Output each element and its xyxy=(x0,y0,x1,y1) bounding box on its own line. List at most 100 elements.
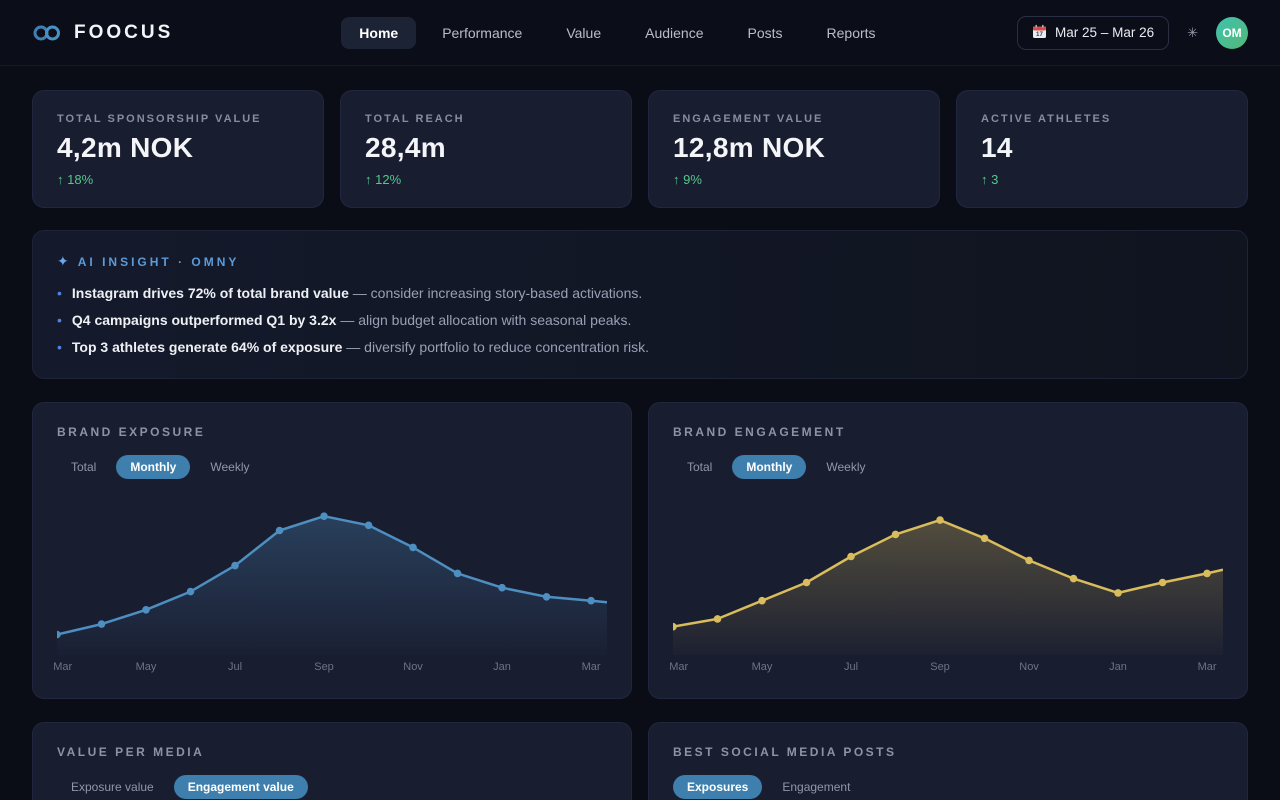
infinity-icon xyxy=(32,23,62,43)
data-point[interactable] xyxy=(57,630,61,639)
chart-title: BRAND EXPOSURE xyxy=(57,425,206,439)
x-axis-label: Jan xyxy=(1109,661,1127,673)
area-fill xyxy=(57,516,607,655)
data-point[interactable] xyxy=(231,561,239,570)
stat-label: ENGAGEMENT VALUE xyxy=(673,113,824,125)
toggle-total[interactable]: Total xyxy=(673,455,726,479)
toggle-total[interactable]: Total xyxy=(57,455,110,479)
x-axis-label: Sep xyxy=(930,661,950,673)
data-point[interactable] xyxy=(409,543,417,552)
stat-value: 12,8m NOK xyxy=(673,132,826,163)
toggle-engagement[interactable]: Engagement xyxy=(768,775,864,799)
data-point[interactable] xyxy=(364,521,373,530)
toggle-monthly[interactable]: Monthly xyxy=(732,455,807,479)
data-point[interactable] xyxy=(713,615,722,623)
svg-text:17: 17 xyxy=(1036,31,1043,38)
x-axis-label: Mar xyxy=(669,661,689,673)
data-point[interactable] xyxy=(587,596,595,605)
nav-item-performance[interactable]: Performance xyxy=(424,17,540,49)
best-posts-card: BEST SOCIAL MEDIA POSTS Exposures Engage… xyxy=(648,722,1248,800)
line-chart: Mar May Jul Sep Nov Jan Mar xyxy=(53,503,607,675)
nav-item-value[interactable]: Value xyxy=(548,17,619,49)
data-point[interactable] xyxy=(802,578,811,587)
posts-metric-toggle: Exposures Engagement xyxy=(673,775,1223,799)
nav-item-home[interactable]: Home xyxy=(341,16,417,49)
toggle-weekly[interactable]: Weekly xyxy=(196,455,263,479)
toggle-weekly[interactable]: Weekly xyxy=(812,455,879,479)
panel-title: BEST SOCIAL MEDIA POSTS xyxy=(673,745,897,759)
ai-insight-title: AI INSIGHT · OMNY xyxy=(77,254,240,269)
x-axis-label: Jan xyxy=(493,661,511,673)
theme-toggle-icon[interactable]: ✳ xyxy=(1187,24,1198,40)
x-axis-label: Mar xyxy=(1197,661,1217,673)
toggle-monthly[interactable]: Monthly xyxy=(116,455,191,479)
value-per-media-card: VALUE PER MEDIA Exposure value Engagemen… xyxy=(32,722,632,800)
data-point[interactable] xyxy=(97,620,106,628)
x-axis-label: Nov xyxy=(1019,661,1039,673)
toggle-exposures[interactable]: Exposures xyxy=(673,775,763,799)
data-point[interactable] xyxy=(936,516,944,524)
stat-change: ↑ 3 xyxy=(981,172,999,187)
area-fill xyxy=(673,520,1223,655)
line-series xyxy=(57,514,607,636)
up-arrow-icon: ↑ xyxy=(673,172,680,187)
x-axis-label: Nov xyxy=(403,661,423,673)
calendar-icon: 17 xyxy=(1032,24,1047,42)
line-chart: Mar May Jul Sep Nov Jan Mar xyxy=(669,503,1223,675)
x-axis-label: May xyxy=(751,661,773,673)
data-point[interactable] xyxy=(1203,569,1211,578)
x-axis-label: Mar xyxy=(53,661,73,673)
data-point[interactable] xyxy=(758,596,766,605)
stat-label: TOTAL SPONSORSHIP VALUE xyxy=(57,113,262,125)
charts-row: BRAND EXPOSURE Total Monthly Weekly Mar M… xyxy=(32,402,1248,699)
data-point[interactable] xyxy=(498,583,506,592)
data-point[interactable] xyxy=(1114,589,1122,597)
sparkle-icon: ✦ xyxy=(57,253,69,269)
ai-insight-item: • Instagram drives 72% of total brand va… xyxy=(57,285,643,301)
panel-title: VALUE PER MEDIA xyxy=(57,745,205,759)
data-point[interactable] xyxy=(453,569,462,578)
nav-item-audience[interactable]: Audience xyxy=(627,17,721,49)
x-axis-label: Jul xyxy=(843,661,859,673)
data-point[interactable] xyxy=(673,622,677,631)
chart-period-toggle: Total Monthly Weekly xyxy=(57,455,607,479)
up-arrow-icon: ↑ xyxy=(365,172,372,187)
x-axis-labels: Mar May Jul Sep Nov Jan Mar xyxy=(53,659,607,675)
stat-value: 28,4m xyxy=(365,132,446,163)
date-range-picker[interactable]: 17 Mar 25 – Mar 26 xyxy=(1017,15,1170,50)
data-point[interactable] xyxy=(1069,574,1078,583)
x-axis-labels: Mar May Jul Sep Nov Jan Mar xyxy=(669,659,1223,675)
up-arrow-icon: ↑ xyxy=(981,172,988,187)
main-nav: Home Performance Value Audience Posts Re… xyxy=(341,16,894,49)
avatar[interactable]: OM xyxy=(1216,16,1248,49)
brand-exposure-chart-card: BRAND EXPOSURE Total Monthly Weekly Mar M… xyxy=(32,402,632,699)
bullet-icon: • xyxy=(57,285,62,301)
brand-logo: FOOCUS xyxy=(32,22,173,44)
stat-value: 4,2m NOK xyxy=(57,132,194,163)
data-point[interactable] xyxy=(142,606,150,614)
data-point[interactable] xyxy=(186,587,195,596)
nav-item-posts[interactable]: Posts xyxy=(730,17,801,49)
data-point[interactable] xyxy=(891,530,900,539)
data-point[interactable] xyxy=(847,552,855,561)
date-range-label: Mar 25 – Mar 26 xyxy=(1055,25,1155,40)
stat-value: 14 xyxy=(981,132,1013,163)
toggle-exposure-value[interactable]: Exposure value xyxy=(57,775,168,799)
header-controls: 17 Mar 25 – Mar 26 ✳ OM xyxy=(1017,15,1248,50)
nav-item-reports[interactable]: Reports xyxy=(809,17,894,49)
data-point[interactable] xyxy=(320,512,328,520)
chart-period-toggle: Total Monthly Weekly xyxy=(673,455,1223,479)
bullet-icon: • xyxy=(57,339,62,355)
data-point[interactable] xyxy=(275,526,284,535)
x-axis-label: Jul xyxy=(227,661,243,673)
toggle-engagement-value[interactable]: Engagement value xyxy=(173,775,308,799)
data-point[interactable] xyxy=(1025,556,1033,565)
stat-card-total-reach: TOTAL REACH 28,4m ↑ 12% xyxy=(340,90,632,208)
data-point[interactable] xyxy=(980,534,989,543)
data-point[interactable] xyxy=(542,593,551,601)
data-point[interactable] xyxy=(1158,578,1167,587)
top-bar: FOOCUS Home Performance Value Audience P… xyxy=(0,0,1280,66)
ai-insight-item: • Top 3 athletes generate 64% of exposur… xyxy=(57,339,649,355)
stat-change: ↑ 12% xyxy=(365,172,402,187)
line-series xyxy=(673,518,1223,628)
